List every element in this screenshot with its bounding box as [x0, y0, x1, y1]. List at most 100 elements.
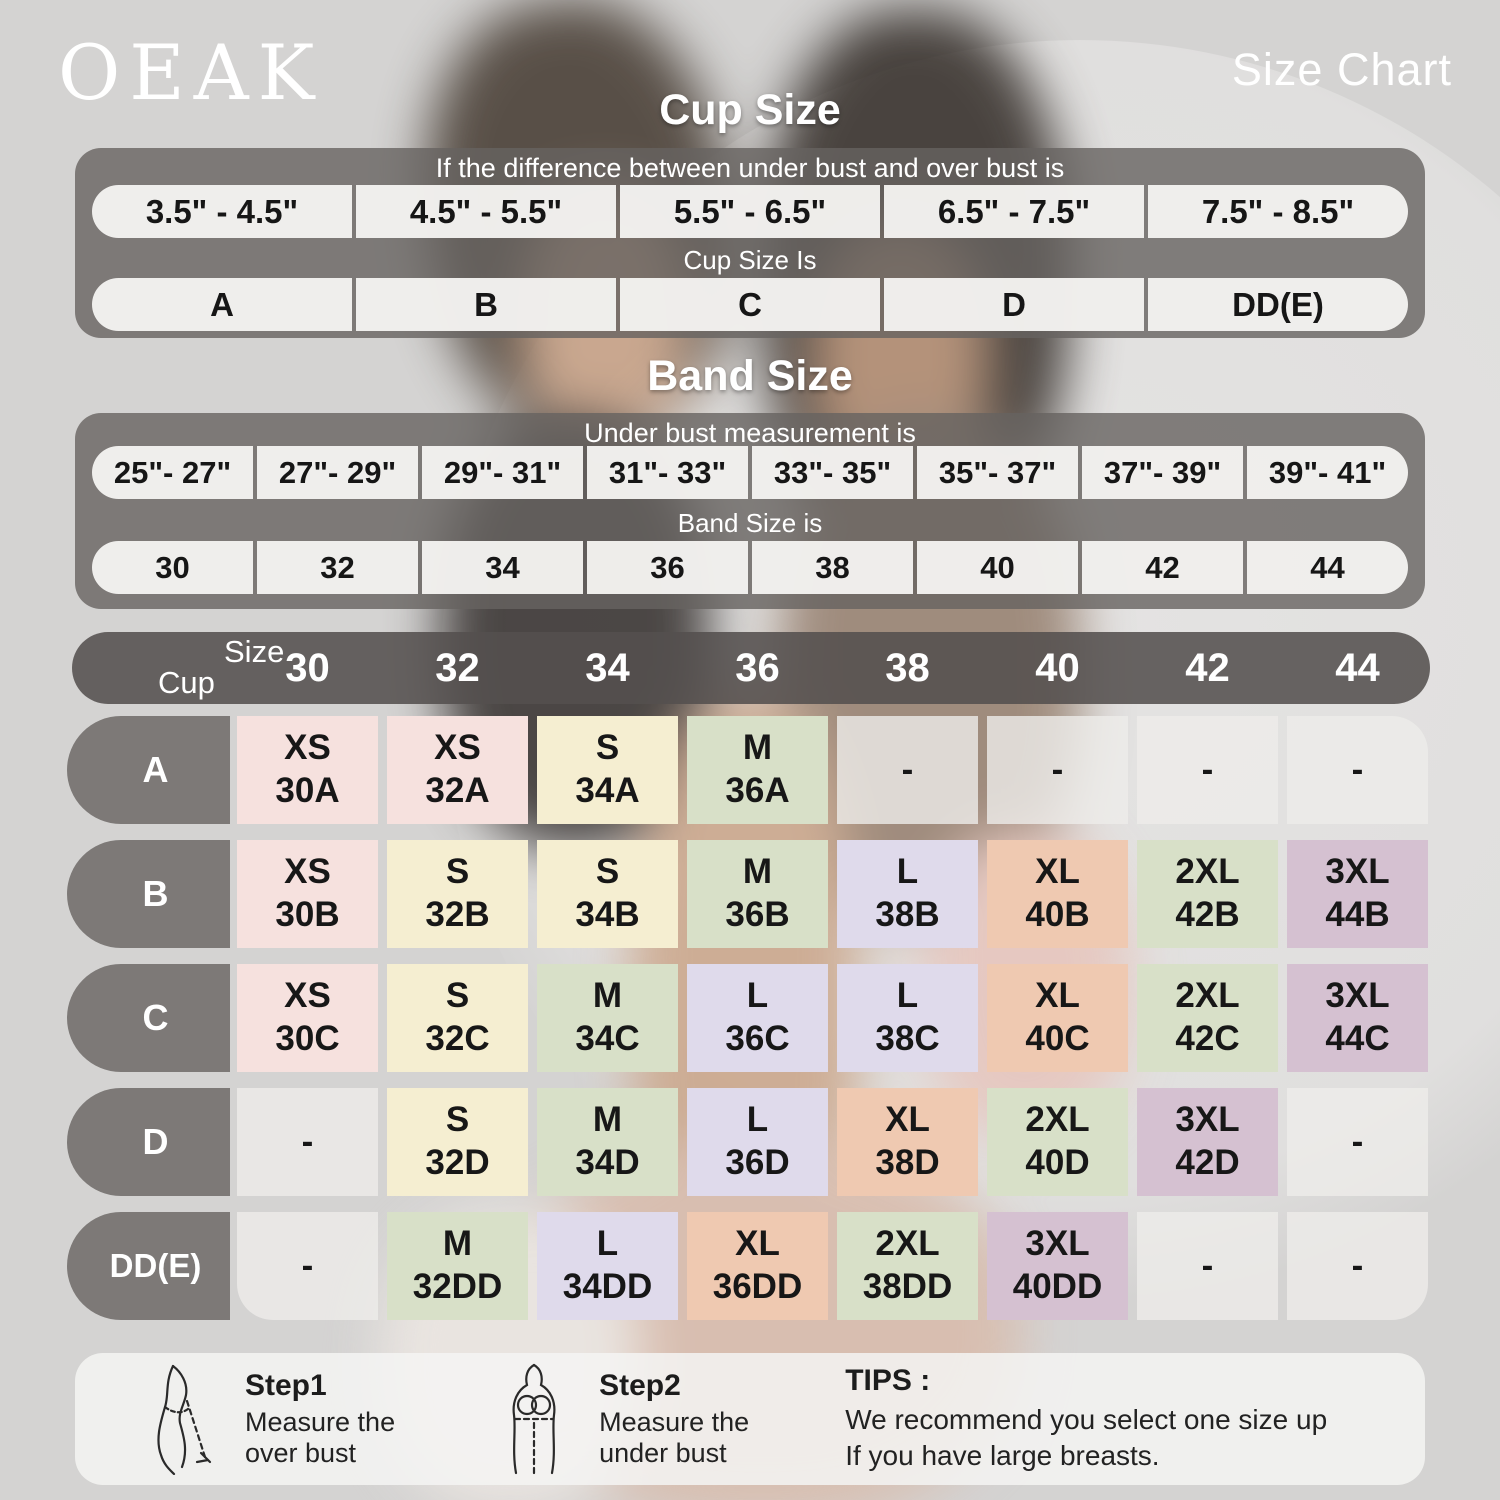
cell-size: 3XL [1025, 1224, 1090, 1264]
matrix-cell: 3XL 40DD [987, 1212, 1128, 1320]
matrix-header-bar: Size Cup [72, 632, 1430, 704]
band-range-cell: 35"- 37" [917, 446, 1078, 499]
matrix-cell: - [237, 1212, 378, 1320]
step2-text: Measure the under bust [599, 1406, 750, 1468]
cell-size: S [595, 852, 620, 892]
cell-size: L [596, 1224, 619, 1264]
cell-code: 32B [425, 895, 490, 934]
cup-letter-cell: A [92, 278, 352, 331]
matrix-row-label: A [67, 716, 230, 824]
band-size-heading: Band Size [647, 352, 853, 400]
cell-size: XS [284, 852, 331, 892]
cup-letter-cell: C [620, 278, 880, 331]
cell-size: - [1351, 1121, 1364, 1161]
matrix-column-header: 36 [735, 646, 780, 690]
cell-code: 38DD [862, 1267, 953, 1306]
matrix-row: D - S 32D M 34D L 36D XL 38D 2XL 40D 3XL 42D - [0, 1088, 1500, 1196]
cell-size: - [1351, 749, 1364, 789]
cell-code: 30A [275, 771, 340, 810]
cell-code: 38D [875, 1143, 940, 1182]
matrix-cell: - [1287, 1212, 1428, 1320]
cell-code: 32A [425, 771, 490, 810]
band-range-cell: 27"- 29" [257, 446, 418, 499]
matrix-cell: XL 40B [987, 840, 1128, 948]
matrix-row-label: B [67, 840, 230, 948]
cup-letter-cell: D [884, 278, 1144, 331]
matrix-cell: L 38B [837, 840, 978, 948]
cell-code: 34B [575, 895, 640, 934]
matrix-cell: XS 30A [237, 716, 378, 824]
cell-code: 32D [425, 1143, 490, 1182]
band-number-cell: 34 [422, 541, 583, 594]
cell-size: 2XL [1175, 976, 1240, 1016]
cell-code: 36D [725, 1143, 790, 1182]
step1-text: Measure the over bust [245, 1406, 396, 1468]
matrix-cell: S 32D [387, 1088, 528, 1196]
step1-title: Step1 [245, 1368, 327, 1402]
matrix-cell: M 34C [537, 964, 678, 1072]
matrix-cell: - [1137, 1212, 1278, 1320]
band-number-cell: 42 [1082, 541, 1243, 594]
brand-logo: OEAK [58, 28, 324, 117]
cell-size: S [445, 852, 470, 892]
cell-code: 36B [725, 895, 790, 934]
cell-size: M [592, 1100, 623, 1140]
matrix-column-header: 34 [585, 646, 630, 690]
cell-code: 30B [275, 895, 340, 934]
footer-bar: Step1 Measure the over bust Step2 Measur… [75, 1353, 1425, 1485]
cell-size: - [1201, 1245, 1214, 1285]
matrix-cell: 3XL 44B [1287, 840, 1428, 948]
matrix-cell: 3XL 44C [1287, 964, 1428, 1072]
cell-size: M [592, 976, 623, 1016]
measure-over-bust-icon [157, 1364, 212, 1475]
matrix-row: A XS 30A XS 32A S 34A M 36A - - - - [0, 716, 1500, 824]
matrix-column-header: 32 [435, 646, 480, 690]
cell-size: - [901, 749, 914, 789]
cell-code: 30C [275, 1019, 340, 1058]
matrix-cell: - [987, 716, 1128, 824]
matrix-row-label: C [67, 964, 230, 1072]
cell-size: - [301, 1121, 314, 1161]
matrix-cell: - [1137, 716, 1278, 824]
matrix-cell: S 32B [387, 840, 528, 948]
matrix-cell: M 32DD [387, 1212, 528, 1320]
cell-code: 40C [1025, 1019, 1090, 1058]
matrix-row: B XS 30B S 32B S 34B M 36B L 38B XL 40B 2XL 42B 3XL 44B [0, 840, 1500, 948]
cup-range-cell: 3.5" - 4.5" [92, 185, 352, 238]
cell-size: XS [284, 976, 331, 1016]
band-mid-label: Band Size is [677, 508, 823, 538]
matrix-cell: S 34B [537, 840, 678, 948]
band-number-cell: 36 [587, 541, 748, 594]
cell-size: L [896, 852, 919, 892]
cell-code: 34A [575, 771, 640, 810]
cell-size: XL [1035, 852, 1080, 892]
cell-code: 36A [725, 771, 790, 810]
cell-code: 34DD [562, 1267, 653, 1306]
cell-code: 34C [575, 1019, 640, 1058]
band-range-cell: 39"- 41" [1247, 446, 1408, 499]
cell-code: 36C [725, 1019, 790, 1058]
cup-range-cell: 7.5" - 8.5" [1148, 185, 1408, 238]
cell-size: - [1351, 1245, 1364, 1285]
cell-code: 40B [1025, 895, 1090, 934]
matrix-row: DD(E) - M 32DD L 34DD XL 36DD 2XL 38DD 3XL 40DD - - [0, 1212, 1500, 1320]
cell-code: 42D [1175, 1143, 1240, 1182]
cell-code: 44B [1325, 895, 1390, 934]
matrix-column-header: 44 [1335, 646, 1380, 690]
matrix-cell: 2XL 40D [987, 1088, 1128, 1196]
cell-size: 2XL [1025, 1100, 1090, 1140]
matrix-column-header: 38 [885, 646, 930, 690]
cell-code: 38B [875, 895, 940, 934]
matrix-cell: 2XL 42C [1137, 964, 1278, 1072]
cell-code: 42B [1175, 895, 1240, 934]
band-size-table: Under bust measurement is 25"- 27" 27"- 2… [75, 413, 1425, 609]
cup-mid-label: Cup Size Is [683, 245, 817, 275]
band-number-cell: 30 [92, 541, 253, 594]
cup-letter-cell: B [356, 278, 616, 331]
matrix-cell: M 34D [537, 1088, 678, 1196]
cup-range-cell: 4.5" - 5.5" [356, 185, 616, 238]
step2-title: Step2 [599, 1368, 681, 1402]
cell-size: XS [434, 728, 481, 768]
band-range-row: 25"- 27" 27"- 29" 29"- 31" 31"- 33" 33"- 35"… [92, 446, 1408, 499]
